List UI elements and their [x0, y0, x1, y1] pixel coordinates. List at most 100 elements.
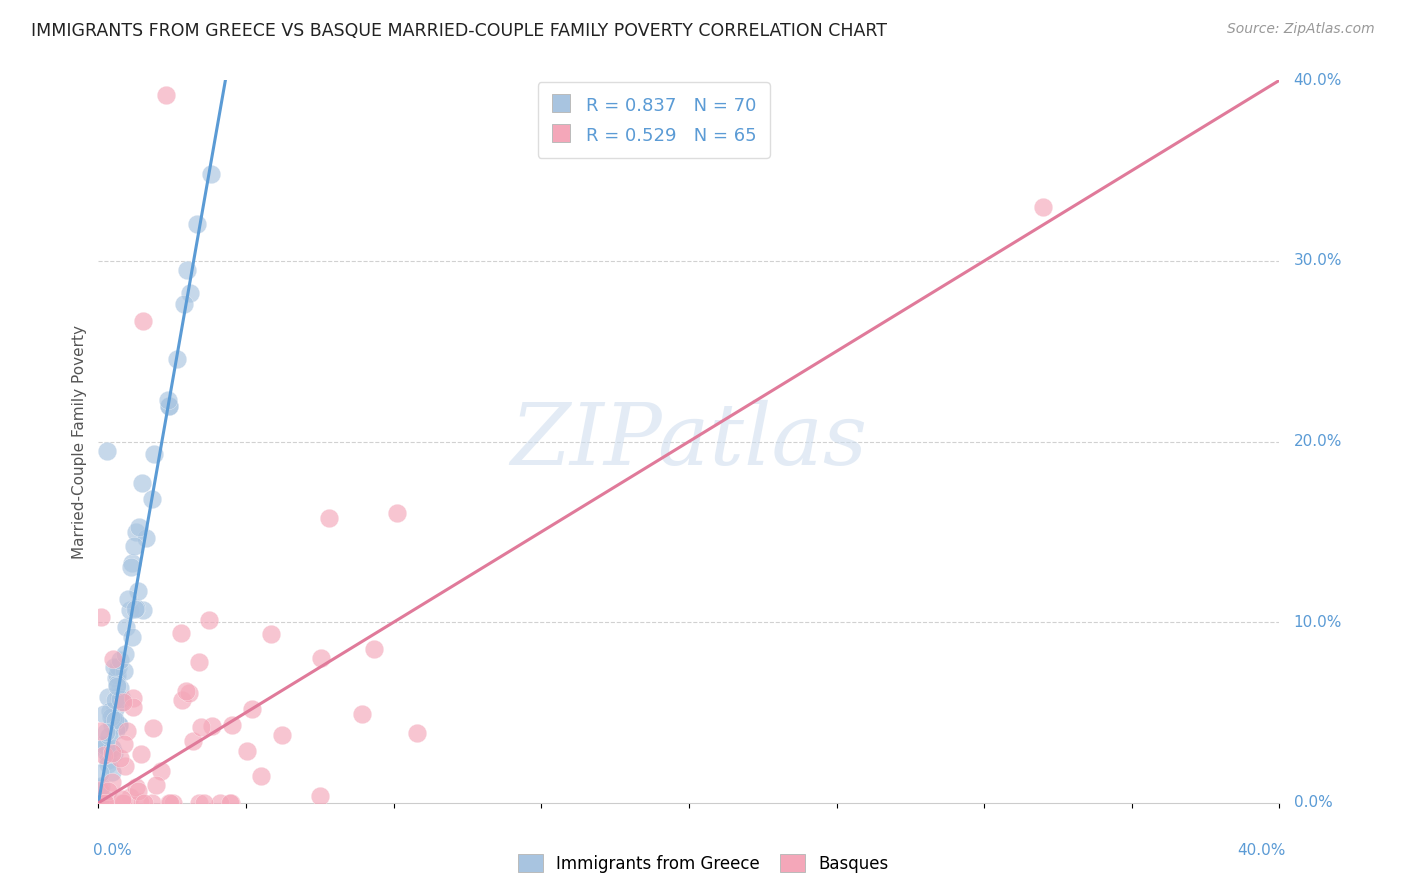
Point — [105, 679, 128, 693]
Point — [157, 796, 180, 810]
Point — [103, 660, 125, 674]
Point — [101, 712, 124, 726]
Point — [197, 613, 219, 627]
Point — [157, 392, 180, 407]
Text: ZIPatlas: ZIPatlas — [510, 401, 868, 483]
Point — [1032, 200, 1054, 214]
Point — [93, 706, 115, 721]
Point — [169, 626, 191, 640]
Point — [208, 796, 231, 810]
Point — [270, 728, 292, 742]
Point — [128, 520, 150, 534]
Point — [101, 652, 124, 666]
Point — [103, 746, 125, 760]
Point — [96, 725, 118, 739]
Point — [309, 651, 332, 665]
Point — [135, 532, 157, 546]
Point — [100, 710, 122, 724]
Point — [111, 692, 134, 706]
Point — [111, 796, 134, 810]
Point — [89, 765, 111, 780]
Point — [122, 699, 145, 714]
Point — [141, 491, 163, 506]
Point — [89, 738, 111, 752]
Point — [155, 87, 177, 102]
Point — [98, 730, 121, 744]
Point — [115, 723, 138, 738]
Point — [129, 747, 152, 762]
Point — [176, 684, 198, 698]
Point — [406, 726, 429, 740]
Point — [90, 796, 112, 810]
Text: 10.0%: 10.0% — [1294, 615, 1341, 630]
Text: 40.0%: 40.0% — [1237, 843, 1285, 857]
Point — [98, 704, 121, 718]
Point — [121, 630, 143, 644]
Point — [260, 627, 283, 641]
Point — [105, 668, 128, 682]
Point — [97, 753, 120, 767]
Point — [120, 560, 142, 574]
Point — [101, 718, 124, 732]
Point — [112, 737, 135, 751]
Point — [96, 443, 118, 458]
Point — [142, 721, 165, 735]
Point — [128, 795, 150, 809]
Point — [110, 653, 132, 667]
Point — [308, 789, 330, 803]
Point — [150, 764, 173, 778]
Text: 0.0%: 0.0% — [1294, 796, 1333, 810]
Point — [117, 592, 139, 607]
Point — [97, 784, 120, 798]
Point — [127, 784, 149, 798]
Point — [201, 719, 224, 733]
Point — [104, 713, 127, 727]
Point — [186, 217, 208, 231]
Point — [193, 796, 215, 810]
Point — [112, 796, 135, 810]
Point — [125, 600, 148, 615]
Point — [101, 746, 124, 760]
Point — [94, 739, 117, 754]
Point — [166, 352, 188, 367]
Point — [188, 796, 211, 810]
Point — [188, 655, 211, 669]
Point — [179, 285, 201, 300]
Point — [157, 399, 180, 413]
Point — [121, 691, 143, 706]
Point — [110, 692, 132, 706]
Point — [157, 399, 180, 413]
Point — [125, 780, 148, 794]
Point — [93, 796, 115, 810]
Point — [118, 789, 141, 804]
Point — [132, 603, 155, 617]
Text: Source: ZipAtlas.com: Source: ZipAtlas.com — [1227, 22, 1375, 37]
Point — [141, 796, 163, 810]
Point — [181, 734, 204, 748]
Point — [122, 539, 145, 553]
Point — [162, 796, 184, 810]
Point — [94, 745, 117, 759]
Point — [121, 556, 143, 570]
Point — [114, 620, 136, 634]
Point — [104, 692, 127, 706]
Point — [89, 782, 111, 797]
Legend: R = 0.837   N = 70, R = 0.529   N = 65: R = 0.837 N = 70, R = 0.529 N = 65 — [537, 82, 769, 158]
Legend: Immigrants from Greece, Basques: Immigrants from Greece, Basques — [510, 847, 896, 880]
Point — [94, 796, 117, 810]
Point — [200, 167, 222, 181]
Text: 20.0%: 20.0% — [1294, 434, 1341, 449]
Point — [90, 610, 112, 624]
Text: 40.0%: 40.0% — [1294, 73, 1341, 87]
Point — [90, 794, 112, 808]
Text: 0.0%: 0.0% — [93, 843, 131, 857]
Point — [108, 751, 131, 765]
Point — [100, 774, 122, 789]
Point — [90, 796, 112, 810]
Point — [110, 681, 132, 695]
Point — [145, 778, 167, 792]
Point — [90, 779, 112, 793]
Text: 30.0%: 30.0% — [1294, 253, 1343, 268]
Point — [134, 796, 156, 810]
Point — [89, 781, 111, 796]
